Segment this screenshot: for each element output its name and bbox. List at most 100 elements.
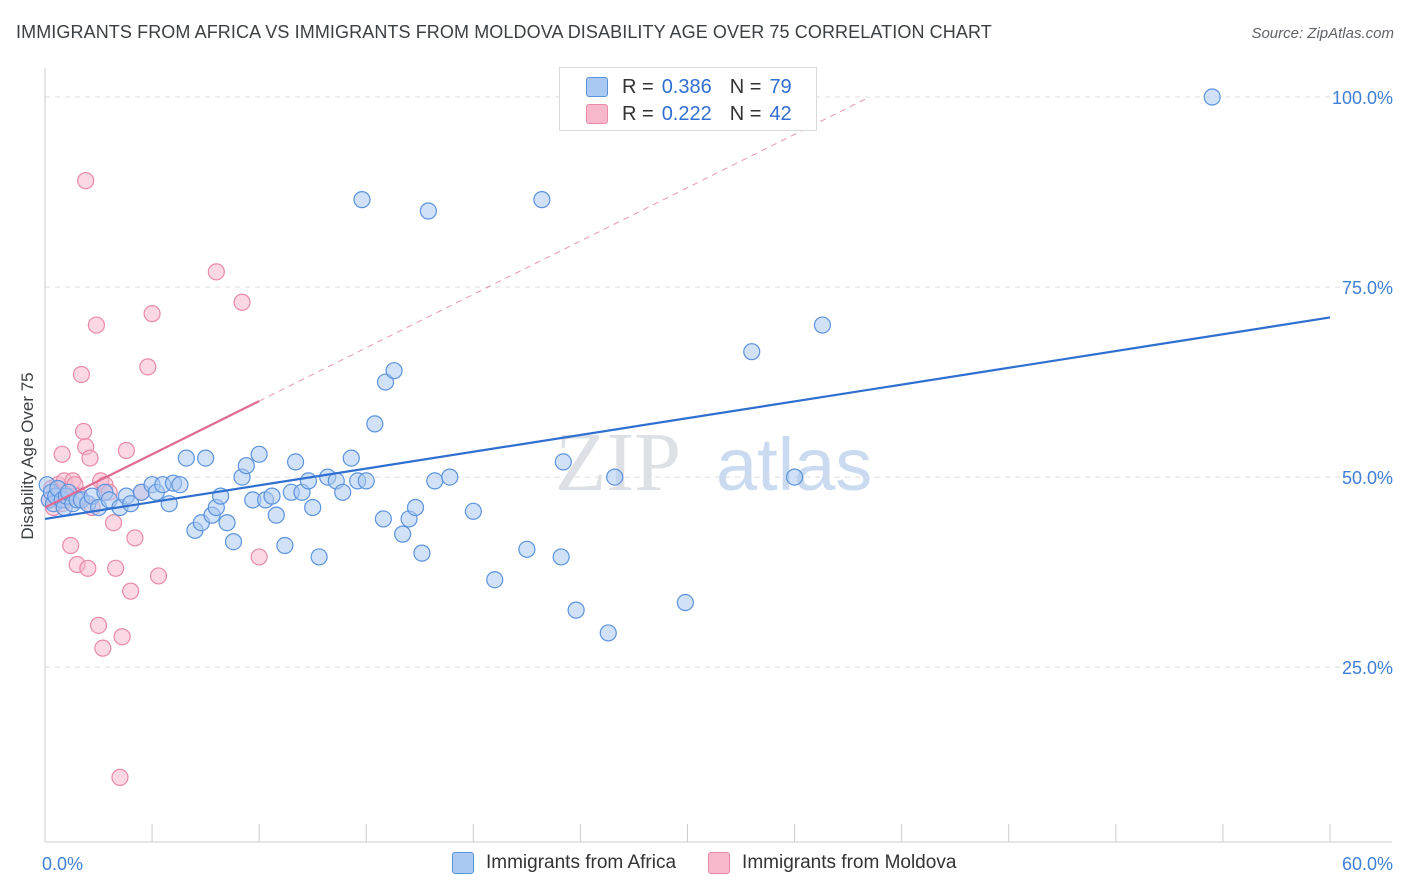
- legend-item-africa[interactable]: Immigrants from Africa: [452, 852, 676, 874]
- africa-point: [263, 487, 281, 505]
- africa-trend-line: [44, 316, 1331, 521]
- source-credit: Source: ZipAtlas.com: [1251, 25, 1394, 42]
- africa-point: [299, 472, 318, 490]
- africa-point: [177, 449, 195, 467]
- legend-n-value: 79: [769, 75, 792, 98]
- africa-point: [599, 624, 617, 642]
- moldova-point: [143, 305, 161, 323]
- africa-point: [366, 415, 384, 433]
- africa-point: [334, 483, 352, 501]
- africa-point: [441, 468, 459, 486]
- watermark-zip: ZIP: [555, 416, 681, 509]
- africa-point: [374, 510, 392, 528]
- africa-point: [413, 544, 431, 562]
- moldova-point: [72, 365, 91, 384]
- legend-swatch-moldova: [586, 104, 608, 124]
- zipatlas-watermark: ZIP atlas: [555, 416, 872, 509]
- africa-point: [533, 191, 551, 209]
- moldova-point: [62, 536, 80, 555]
- moldova-point: [122, 582, 140, 600]
- x-tick-label: 60.0%: [1342, 854, 1393, 874]
- africa-point: [464, 502, 482, 520]
- moldova-point: [81, 449, 99, 467]
- legend-item-moldova[interactable]: Immigrants from Moldova: [708, 852, 956, 874]
- moldova-point: [250, 548, 268, 566]
- watermark-atlas: atlas: [716, 423, 872, 506]
- axes: [44, 68, 1392, 843]
- moldova-point: [79, 559, 97, 577]
- chart-title: IMMIGRANTS FROM AFRICA VS IMMIGRANTS FRO…: [16, 22, 992, 42]
- x-tick-labels: 0.0% 60.0%: [42, 854, 1393, 874]
- africa-point: [813, 316, 832, 334]
- africa-point: [342, 449, 360, 467]
- africa-point: [743, 343, 761, 361]
- moldova-point: [111, 768, 129, 786]
- legend-n-label: N =: [729, 75, 762, 98]
- moldova-point: [89, 616, 108, 634]
- africa-point: [486, 571, 504, 589]
- africa-point: [286, 453, 305, 471]
- africa-point: [552, 548, 570, 566]
- africa-point: [426, 472, 444, 490]
- moldova-trend-line: [44, 400, 260, 509]
- y-axis-label: Disability Age Over 75: [18, 372, 37, 539]
- africa-point: [554, 453, 572, 471]
- africa-point: [606, 468, 624, 486]
- legend-swatch-africa: [586, 77, 608, 97]
- series-africa: [38, 88, 1221, 642]
- trend-lines: [44, 96, 1331, 521]
- moldova-point: [126, 529, 144, 547]
- africa-point: [353, 191, 371, 209]
- moldova-point: [117, 441, 135, 460]
- africa-point: [376, 373, 395, 391]
- africa-point: [304, 498, 322, 517]
- y-tick-label: 50.0%: [1342, 468, 1393, 488]
- africa-point: [394, 525, 412, 543]
- legend-row-moldova: R = 0.222 N = 42: [586, 102, 800, 126]
- legend-n-value: 42: [769, 102, 792, 125]
- moldova-point: [207, 263, 225, 281]
- moldova-point: [74, 422, 93, 441]
- africa-point: [171, 476, 189, 494]
- africa-point: [518, 540, 536, 558]
- africa-point: [406, 498, 425, 517]
- legend-label-moldova: Immigrants from Moldova: [742, 852, 957, 873]
- moldova-point: [149, 567, 168, 585]
- africa-point: [267, 506, 285, 524]
- series-legend: Immigrants from Africa Immigrants from M…: [452, 852, 988, 874]
- y-tick-label: 75.0%: [1342, 278, 1393, 298]
- africa-point: [276, 536, 294, 555]
- africa-point: [357, 472, 375, 490]
- africa-point: [310, 548, 328, 566]
- moldova-trend-extension: [258, 96, 870, 402]
- legend-r-label: R =: [622, 102, 654, 125]
- africa-point: [237, 457, 255, 475]
- africa-point: [250, 445, 268, 463]
- moldova-point: [107, 559, 125, 577]
- africa-point: [567, 601, 585, 619]
- y-tick-labels: 25.0% 50.0% 75.0% 100.0%: [1332, 88, 1393, 678]
- africa-point: [419, 202, 437, 220]
- africa-point: [224, 533, 243, 551]
- moldova-point: [104, 514, 123, 532]
- moldova-point: [94, 639, 112, 657]
- stats-legend: R = 0.386 N = 79 R = 0.222 N = 42: [559, 67, 817, 131]
- moldova-point: [77, 172, 95, 190]
- legend-r-label: R =: [622, 75, 654, 98]
- africa-point: [785, 468, 804, 486]
- africa-point: [218, 514, 236, 532]
- legend-n-label: N =: [729, 102, 762, 125]
- legend-swatch-moldova: [708, 852, 731, 874]
- y-tick-label: 100.0%: [1332, 88, 1393, 108]
- moldova-point: [113, 628, 131, 646]
- y-tick-label: 25.0%: [1342, 658, 1393, 678]
- legend-label-africa: Immigrants from Africa: [486, 852, 677, 873]
- gridlines: [45, 96, 1392, 668]
- moldova-point: [53, 445, 71, 463]
- africa-point: [197, 449, 215, 467]
- africa-point: [676, 593, 694, 612]
- legend-row-africa: R = 0.386 N = 79: [586, 75, 800, 99]
- x-tick-label: 0.0%: [42, 854, 83, 874]
- moldova-point: [87, 316, 106, 334]
